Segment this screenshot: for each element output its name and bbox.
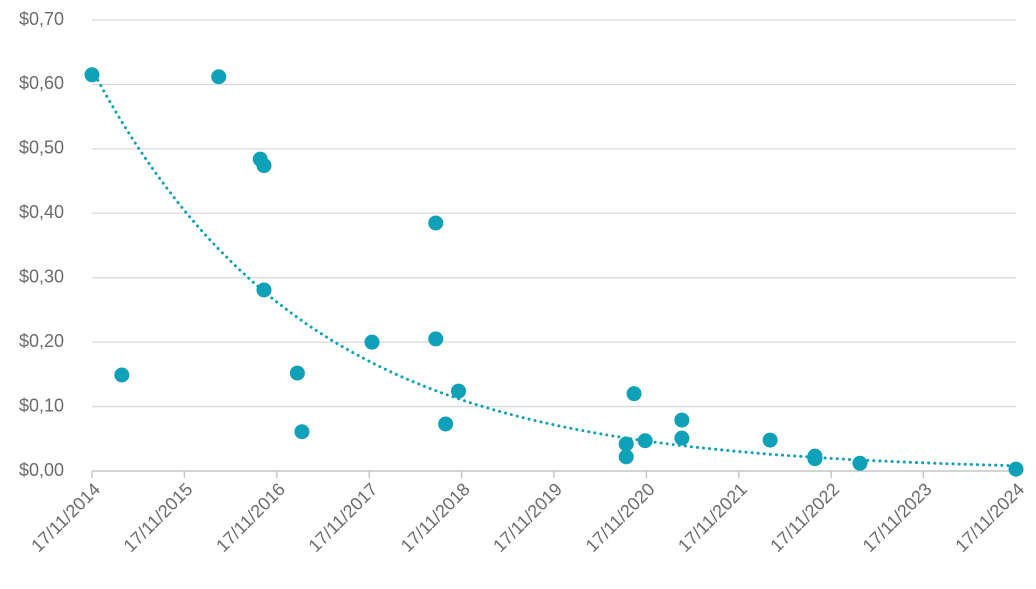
x-tick-label: 17/11/2014 xyxy=(27,479,104,556)
x-tick-label: 17/11/2021 xyxy=(674,479,751,556)
x-tick-label: 17/11/2017 xyxy=(305,479,382,556)
y-tick-label: $0,40 xyxy=(19,202,64,222)
point xyxy=(626,386,642,402)
x-tick-label: 17/11/2020 xyxy=(582,479,659,556)
point xyxy=(428,215,444,231)
point xyxy=(256,282,272,298)
point xyxy=(807,451,823,467)
point xyxy=(84,67,100,83)
y-tick-label: $0,00 xyxy=(19,460,64,480)
point xyxy=(428,331,444,347)
x-tick-label: 17/11/2018 xyxy=(397,479,474,556)
point xyxy=(211,69,227,85)
point xyxy=(618,449,634,465)
x-tick-label: 17/11/2023 xyxy=(859,479,936,556)
y-tick-label: $0,60 xyxy=(19,73,64,93)
point xyxy=(114,367,130,383)
y-tick-label: $0,50 xyxy=(19,138,64,158)
x-tick-label: 17/11/2024 xyxy=(951,479,1028,556)
point xyxy=(438,416,454,432)
point xyxy=(364,334,380,350)
point xyxy=(289,365,305,381)
point xyxy=(674,430,690,446)
point xyxy=(451,383,467,399)
y-tick-label: $0,30 xyxy=(19,266,64,286)
y-tick-label: $0,70 xyxy=(19,9,64,29)
x-tick-label: 17/11/2019 xyxy=(489,479,566,556)
y-tick-label: $0,10 xyxy=(19,395,64,415)
y-tick-label: $0,20 xyxy=(19,331,64,351)
point xyxy=(852,455,868,471)
point xyxy=(256,158,272,174)
x-tick-label: 17/11/2015 xyxy=(120,479,197,556)
x-tick-label: 17/11/2016 xyxy=(212,479,289,556)
point xyxy=(618,436,634,452)
point xyxy=(294,424,310,440)
point xyxy=(1008,461,1024,477)
point xyxy=(762,432,778,448)
point xyxy=(674,412,690,428)
x-tick-label: 17/11/2022 xyxy=(766,479,843,556)
point xyxy=(637,433,653,449)
